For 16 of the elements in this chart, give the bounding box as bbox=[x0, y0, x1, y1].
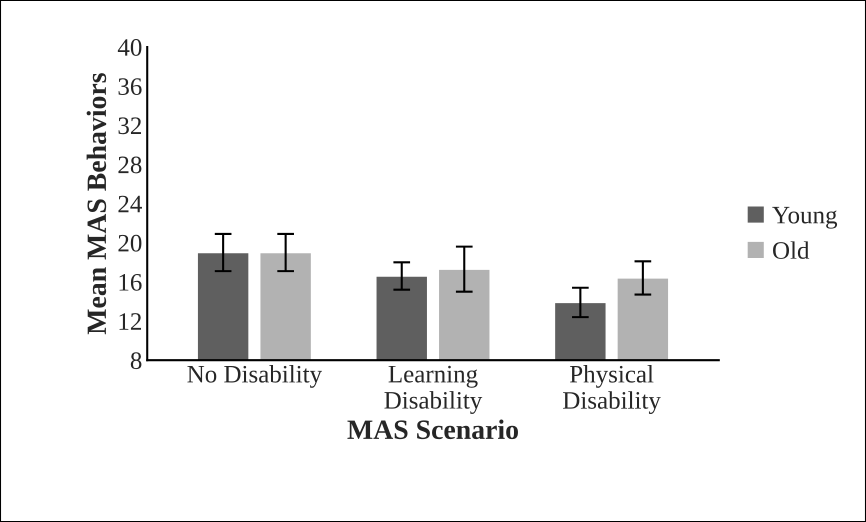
y-tick-label: 32 bbox=[118, 117, 141, 134]
legend-label: Old bbox=[773, 241, 810, 259]
x-tick-label: Learning Disability bbox=[384, 366, 482, 414]
x-tick-label: Physical Disability bbox=[563, 365, 661, 414]
y-tick-label: 40 bbox=[118, 39, 142, 56]
y-tick-label: 12 bbox=[120, 313, 141, 330]
y-tick-label: 20 bbox=[118, 234, 142, 252]
y-tick-label: 28 bbox=[118, 156, 142, 174]
legend-label: Young bbox=[772, 206, 838, 229]
y-tick-label: 8 bbox=[130, 352, 142, 370]
y-tick-label: 16 bbox=[120, 274, 142, 291]
y-axis-title: Mean MAS Behaviors bbox=[86, 73, 106, 334]
y-tick-label: 24 bbox=[118, 196, 142, 212]
y-tick-label: 36 bbox=[118, 78, 142, 96]
x-tick-label: No Disability bbox=[187, 365, 322, 388]
x-axis-title: MAS Scenario bbox=[347, 420, 518, 440]
